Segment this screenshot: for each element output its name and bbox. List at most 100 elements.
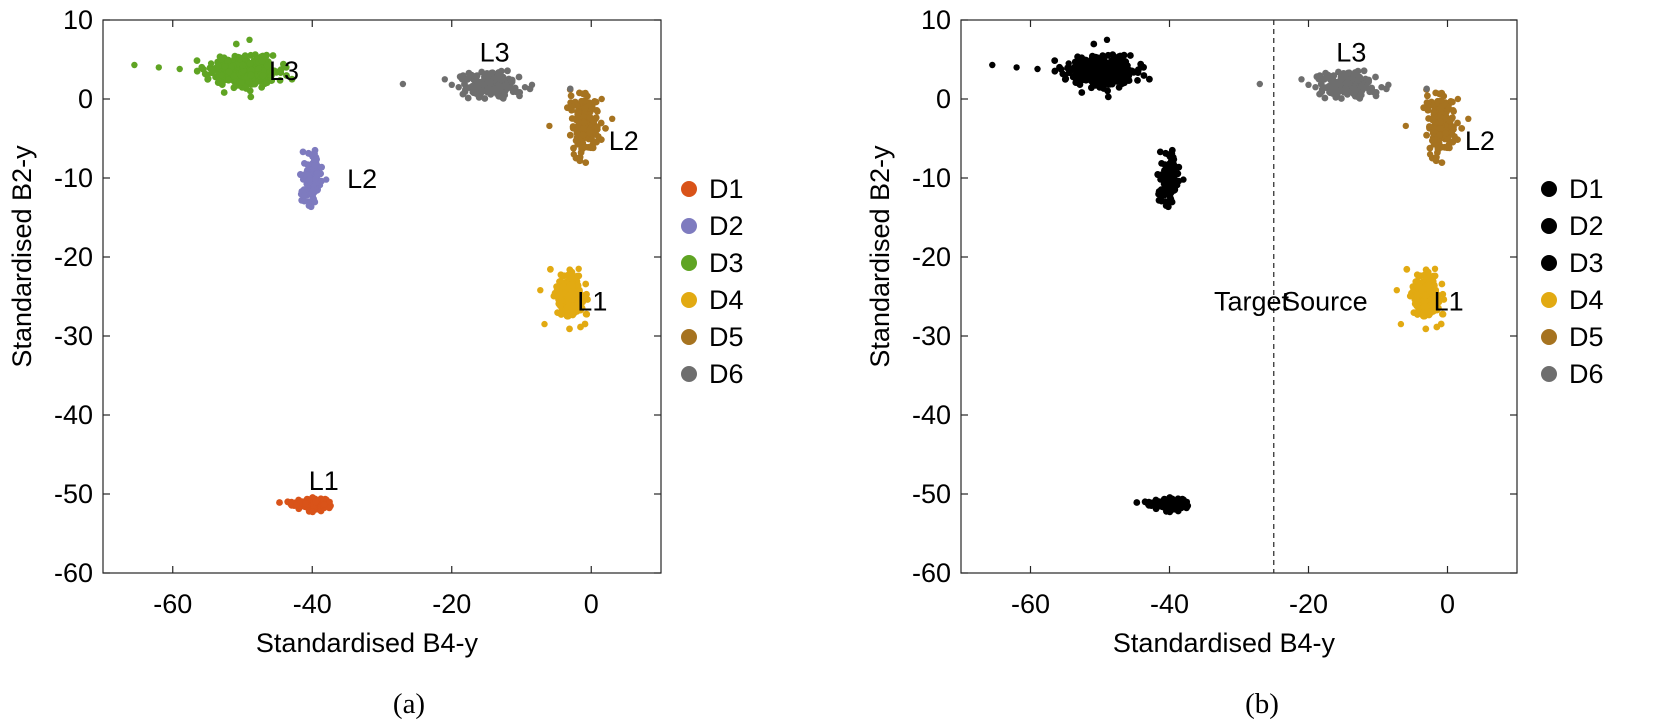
- data-point: [1424, 268, 1432, 276]
- data-point: [1090, 40, 1098, 48]
- data-point: [1351, 69, 1359, 76]
- data-point: [1446, 117, 1454, 125]
- data-point: [267, 72, 275, 80]
- data-point: [1344, 69, 1352, 77]
- data-point: [1034, 65, 1041, 73]
- data-point: [232, 40, 240, 48]
- data-point: [1423, 131, 1430, 139]
- data-point: [299, 148, 307, 156]
- data-point: [1335, 87, 1343, 95]
- data-point: [218, 72, 225, 79]
- annotation-label: L1: [309, 466, 339, 496]
- data-point: [441, 76, 448, 83]
- data-point: [1421, 297, 1429, 305]
- data-point: [488, 69, 495, 77]
- legend-marker-D6: [1541, 366, 1557, 382]
- data-point: [573, 128, 581, 136]
- series-D3: [131, 36, 296, 101]
- data-point: [1127, 52, 1134, 59]
- data-point: [576, 89, 583, 97]
- legend-marker-D1: [1541, 181, 1557, 197]
- data-point: [592, 138, 600, 146]
- data-point: [541, 320, 548, 328]
- data-point: [276, 499, 283, 506]
- annotation-label: Source: [1282, 286, 1368, 316]
- data-point: [1437, 97, 1445, 104]
- data-point: [480, 81, 487, 88]
- series-D3: [989, 36, 1153, 101]
- data-point: [1437, 320, 1445, 328]
- data-point: [586, 129, 593, 137]
- data-point: [565, 292, 573, 299]
- data-point: [1378, 84, 1385, 91]
- data-point: [556, 302, 564, 310]
- data-point: [225, 68, 233, 76]
- data-point: [1402, 122, 1410, 130]
- data-point: [1426, 123, 1433, 130]
- data-point: [311, 198, 319, 206]
- data-point: [557, 277, 565, 285]
- data-point: [1360, 67, 1368, 75]
- data-point: [1120, 51, 1128, 59]
- data-point: [1450, 108, 1457, 115]
- data-point: [1112, 65, 1120, 72]
- data-point: [1432, 157, 1440, 165]
- y-axis-label: Standardised B2-y: [865, 145, 895, 368]
- data-point: [1436, 113, 1444, 121]
- data-point: [280, 60, 287, 68]
- data-point: [469, 88, 477, 96]
- data-point: [1458, 124, 1466, 132]
- data-point: [567, 85, 574, 92]
- series-D2: [297, 146, 330, 211]
- data-point: [241, 52, 249, 59]
- chart-panel-b: -60 -40 -20 0 10 0 -10 -20 -30 -40 -50 -60 Standardi…: [865, 5, 1604, 720]
- data-point: [568, 274, 576, 282]
- data-point: [204, 75, 212, 83]
- y-tick-label: 10: [63, 5, 93, 35]
- legend-marker-D3: [1541, 255, 1557, 271]
- annotation-label: L3: [1336, 38, 1366, 68]
- data-point: [575, 119, 583, 126]
- data-point: [320, 501, 328, 508]
- data-point: [1103, 36, 1111, 43]
- data-point: [568, 282, 576, 290]
- data-point: [1426, 151, 1434, 158]
- data-point: [1078, 89, 1086, 96]
- data-point: [580, 113, 588, 121]
- data-point: [193, 57, 201, 64]
- data-point: [568, 268, 576, 276]
- legend-marker-D1: [681, 181, 697, 197]
- legend-marker-D2: [681, 218, 697, 234]
- data-point: [1163, 176, 1170, 184]
- data-point: [1325, 82, 1333, 90]
- data-point: [1435, 304, 1442, 312]
- data-point: [239, 61, 247, 69]
- series-D1: [276, 494, 334, 516]
- data-point: [301, 191, 308, 199]
- data-point: [574, 108, 581, 116]
- data-point: [504, 84, 511, 92]
- data-point: [269, 52, 277, 59]
- data-point: [1421, 302, 1429, 310]
- data-point: [1354, 76, 1362, 83]
- data-point: [1360, 84, 1368, 92]
- data-point: [1150, 501, 1157, 509]
- data-point: [1430, 108, 1438, 116]
- data-point: [1104, 60, 1111, 67]
- legend-label: D2: [1569, 211, 1604, 241]
- data-point: [594, 108, 601, 115]
- y-tick-label: -40: [912, 400, 951, 430]
- data-point: [1168, 198, 1176, 206]
- legend-marker-D5: [1541, 329, 1557, 345]
- series-D5: [1402, 86, 1472, 167]
- x-tick-label: -40: [293, 589, 332, 619]
- y-tick-label: -10: [54, 163, 93, 193]
- data-point: [312, 498, 320, 506]
- data-point: [570, 287, 578, 295]
- data-point: [1105, 71, 1112, 79]
- data-point: [528, 81, 536, 89]
- data-point: [569, 123, 577, 130]
- annotation-label: L3: [480, 38, 510, 68]
- data-point: [581, 320, 589, 328]
- legend-label: D5: [1569, 322, 1604, 352]
